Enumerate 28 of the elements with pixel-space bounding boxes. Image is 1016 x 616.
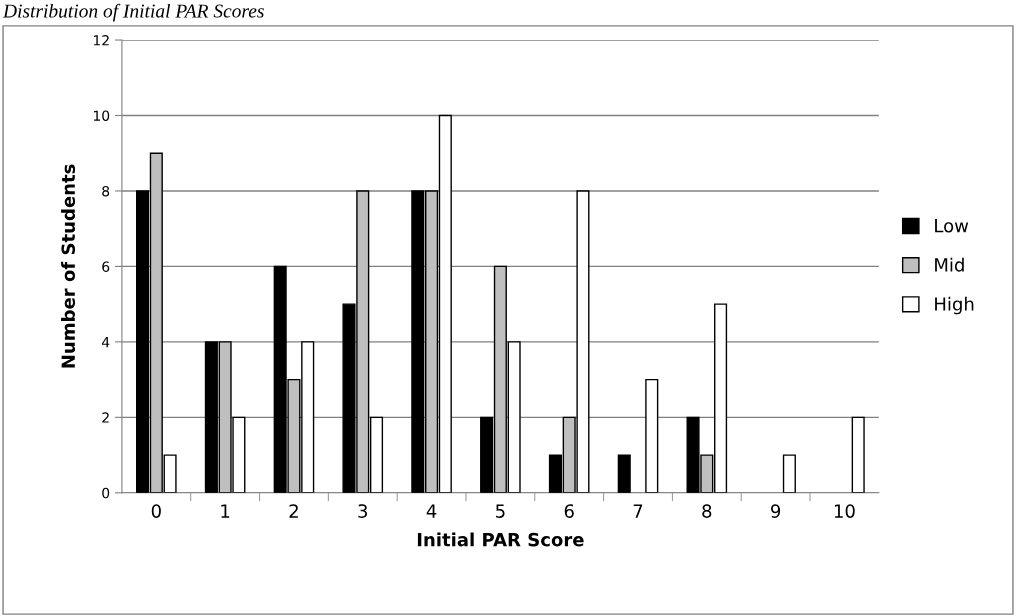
x-tick-label: 0 [151, 504, 161, 518]
x-tick-label: 9 [771, 504, 781, 518]
legend-label: Low [935, 219, 969, 233]
bar [645, 378, 659, 493]
x-tick-label: 3 [358, 504, 368, 518]
x-tick-label: 1 [221, 504, 230, 518]
y-tick-label: 12 [93, 35, 109, 46]
y-tick-label: 8 [102, 185, 110, 197]
y-tick-label: 4 [101, 337, 110, 348]
x-tick-label: 8 [702, 504, 712, 518]
x-tick-label: 4 [426, 504, 437, 518]
bar [617, 454, 631, 493]
y-tick-label: 2 [102, 412, 109, 423]
y-axis-title: Number of Students [61, 164, 76, 368]
legend-label: High [935, 296, 974, 315]
x-tick-label: 6 [564, 504, 574, 518]
bar [782, 454, 796, 493]
x-tick-label: 5 [496, 504, 505, 518]
x-tick-label: 2 [289, 504, 298, 518]
chart-title: Distribution of Initial PAR Scores [2, 3, 264, 22]
y-tick-label: 0 [102, 487, 110, 499]
x-axis-title: Initial PAR Score [417, 532, 584, 547]
y-tick-label: 10 [93, 110, 110, 121]
legend-label: Mid [935, 257, 964, 272]
x-tick-label: 7 [633, 504, 643, 518]
x-tick-label: 10 [834, 504, 855, 518]
y-tick-label: 6 [102, 261, 110, 272]
bar [851, 416, 865, 493]
